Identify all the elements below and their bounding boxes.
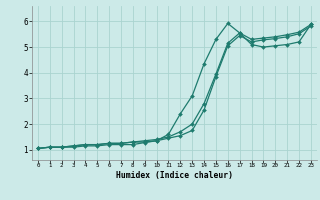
X-axis label: Humidex (Indice chaleur): Humidex (Indice chaleur) <box>116 171 233 180</box>
